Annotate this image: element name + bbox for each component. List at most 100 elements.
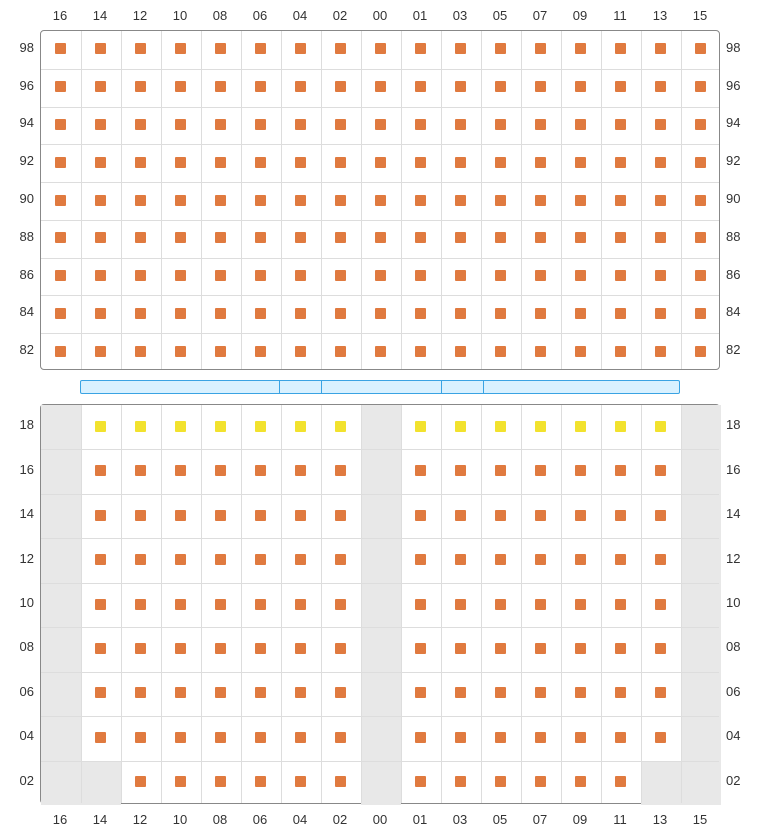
seat[interactable] xyxy=(255,599,266,610)
seat[interactable] xyxy=(695,232,706,243)
seat[interactable] xyxy=(455,346,466,357)
seat[interactable] xyxy=(615,687,626,698)
seat[interactable] xyxy=(615,81,626,92)
seat[interactable] xyxy=(575,510,586,521)
seat[interactable] xyxy=(95,465,106,476)
seat[interactable] xyxy=(535,687,546,698)
seat[interactable] xyxy=(335,643,346,654)
seat[interactable] xyxy=(135,687,146,698)
seat[interactable] xyxy=(695,81,706,92)
seat[interactable] xyxy=(495,643,506,654)
seat[interactable] xyxy=(655,465,666,476)
seat[interactable] xyxy=(135,195,146,206)
seat[interactable] xyxy=(495,776,506,787)
seat[interactable] xyxy=(95,308,106,319)
seat[interactable] xyxy=(495,687,506,698)
seat[interactable] xyxy=(695,157,706,168)
seat[interactable] xyxy=(655,687,666,698)
seat[interactable] xyxy=(375,270,386,281)
seat[interactable] xyxy=(415,43,426,54)
seat[interactable] xyxy=(95,687,106,698)
seat[interactable] xyxy=(575,119,586,130)
seat[interactable] xyxy=(175,732,186,743)
seat[interactable] xyxy=(95,43,106,54)
seat[interactable] xyxy=(575,776,586,787)
seat[interactable] xyxy=(295,43,306,54)
seat[interactable] xyxy=(255,195,266,206)
seat[interactable] xyxy=(655,308,666,319)
seat[interactable] xyxy=(295,157,306,168)
seat[interactable] xyxy=(215,308,226,319)
seat[interactable] xyxy=(375,119,386,130)
seat[interactable] xyxy=(175,270,186,281)
seat[interactable] xyxy=(655,554,666,565)
seat[interactable] xyxy=(455,81,466,92)
seat[interactable] xyxy=(135,421,146,432)
seat[interactable] xyxy=(655,643,666,654)
seat[interactable] xyxy=(655,270,666,281)
seat[interactable] xyxy=(575,81,586,92)
seat[interactable] xyxy=(455,308,466,319)
seat[interactable] xyxy=(375,232,386,243)
seat[interactable] xyxy=(95,421,106,432)
seat[interactable] xyxy=(575,308,586,319)
seat[interactable] xyxy=(135,643,146,654)
seat[interactable] xyxy=(615,157,626,168)
seat[interactable] xyxy=(335,510,346,521)
seat[interactable] xyxy=(95,119,106,130)
seat[interactable] xyxy=(255,232,266,243)
seat[interactable] xyxy=(535,732,546,743)
seat[interactable] xyxy=(535,81,546,92)
seat[interactable] xyxy=(415,81,426,92)
seat[interactable] xyxy=(535,510,546,521)
seat[interactable] xyxy=(335,232,346,243)
seat[interactable] xyxy=(335,421,346,432)
seat[interactable] xyxy=(375,157,386,168)
seat[interactable] xyxy=(295,510,306,521)
seat[interactable] xyxy=(255,346,266,357)
seat[interactable] xyxy=(495,346,506,357)
seat[interactable] xyxy=(455,776,466,787)
seat[interactable] xyxy=(215,195,226,206)
seat[interactable] xyxy=(455,732,466,743)
seat[interactable] xyxy=(215,81,226,92)
seat[interactable] xyxy=(575,421,586,432)
seat[interactable] xyxy=(575,157,586,168)
seat[interactable] xyxy=(255,308,266,319)
seat[interactable] xyxy=(615,732,626,743)
seat[interactable] xyxy=(415,732,426,743)
seat[interactable] xyxy=(495,81,506,92)
seat[interactable] xyxy=(215,157,226,168)
seat[interactable] xyxy=(695,270,706,281)
seat[interactable] xyxy=(495,554,506,565)
seat[interactable] xyxy=(495,308,506,319)
seat[interactable] xyxy=(575,195,586,206)
seat[interactable] xyxy=(615,554,626,565)
seat[interactable] xyxy=(335,599,346,610)
seat[interactable] xyxy=(215,421,226,432)
seat[interactable] xyxy=(575,687,586,698)
seat[interactable] xyxy=(495,270,506,281)
seat[interactable] xyxy=(535,232,546,243)
seat[interactable] xyxy=(335,346,346,357)
seat[interactable] xyxy=(655,421,666,432)
seat[interactable] xyxy=(295,119,306,130)
seat[interactable] xyxy=(95,81,106,92)
seat[interactable] xyxy=(215,687,226,698)
seat[interactable] xyxy=(135,554,146,565)
seat[interactable] xyxy=(255,421,266,432)
seat[interactable] xyxy=(575,270,586,281)
seat[interactable] xyxy=(255,687,266,698)
seat[interactable] xyxy=(255,510,266,521)
seat[interactable] xyxy=(295,81,306,92)
seat[interactable] xyxy=(455,421,466,432)
seat[interactable] xyxy=(295,643,306,654)
seat[interactable] xyxy=(215,346,226,357)
seat[interactable] xyxy=(415,308,426,319)
seat[interactable] xyxy=(655,157,666,168)
seat[interactable] xyxy=(175,195,186,206)
seat[interactable] xyxy=(615,643,626,654)
seat[interactable] xyxy=(95,732,106,743)
seat[interactable] xyxy=(255,643,266,654)
seat[interactable] xyxy=(335,732,346,743)
